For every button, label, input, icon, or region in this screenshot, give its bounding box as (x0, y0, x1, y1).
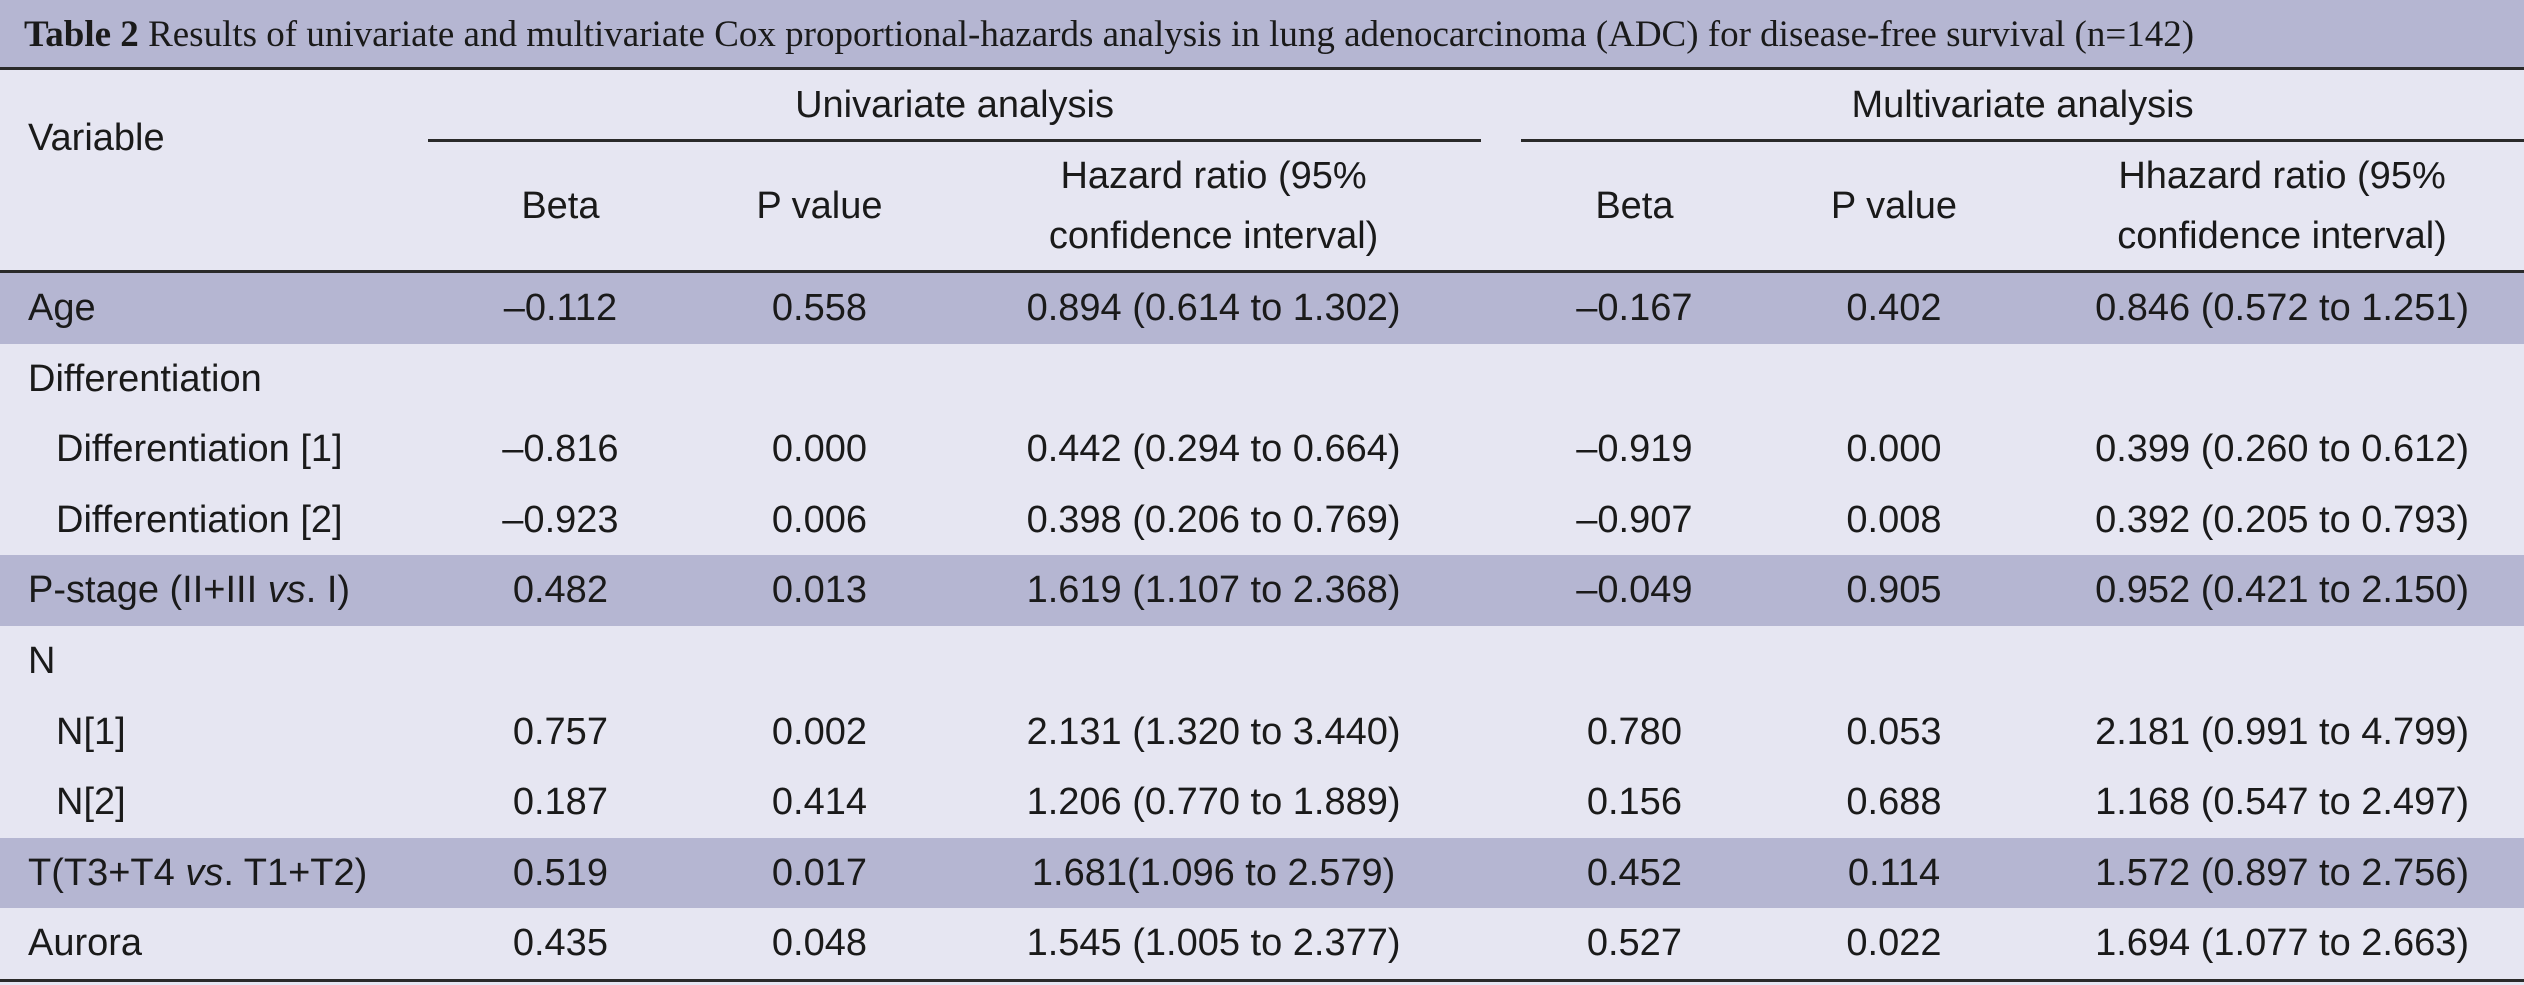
cell-uni-hr: 1.619 (1.107 to 2.368) (946, 555, 1481, 626)
cell-uni-hr: 1.681(1.096 to 2.579) (946, 837, 1481, 909)
header-variable: Variable (0, 70, 429, 273)
row-label: T(T3+T4 vs. T1+T2) (0, 837, 429, 909)
cell-uni-p: 0.006 (771, 498, 867, 541)
table-row: N (0, 626, 2524, 697)
table-row: Differentiation [2] –0.923 0.006 0.398 (… (0, 485, 2524, 556)
caption-label: Table 2 (24, 14, 139, 55)
header-multi-beta: Beta (1521, 142, 1748, 273)
row-label: P-stage (II+III vs. I) (0, 555, 429, 626)
cell-uni-p: 0.048 (692, 908, 947, 982)
header-multivariate: Multivariate analysis (1521, 70, 2524, 142)
table-row: P-stage (II+III vs. I) 0.482 0.013 1.619… (0, 555, 2524, 626)
cell-uni-p: 0.013 (692, 555, 947, 626)
header-multi-hr: Hhazard ratio (95% confidence interval) (2040, 142, 2524, 273)
cell-multi-beta: 0.527 (1521, 908, 1748, 982)
cell-multi-hr: 2.181 (0.991 to 4.799) (2095, 710, 2470, 753)
header-row-groups: Variable Univariate analysis Multivariat… (0, 70, 2524, 273)
cell-multi-hr: 0.846 (0.572 to 1.251) (2040, 271, 2524, 344)
cell-uni-beta: 0.482 (428, 555, 693, 626)
cell-multi-p: 0.114 (1747, 837, 2041, 909)
header-uni-p: P value (692, 142, 947, 273)
row-label: Age (0, 271, 429, 344)
cell-multi-p: 0.000 (1846, 428, 1942, 471)
header-uni-beta: Beta (428, 142, 693, 273)
cell-multi-hr: 0.399 (0.260 to 0.612) (2095, 428, 2470, 471)
cell-multi-beta: 0.780 (1586, 710, 1682, 753)
cell-uni-beta: 0.519 (428, 837, 693, 909)
cell-multi-p: 0.053 (1846, 710, 1942, 753)
table-row: Age –0.112 0.558 0.894 (0.614 to 1.302) … (0, 271, 2524, 344)
cell-multi-p: 0.008 (1846, 498, 1942, 541)
results-table: Variable Univariate analysis Multivariat… (0, 70, 2524, 982)
cell-uni-p: 0.002 (771, 710, 867, 753)
table-row: Differentiation (0, 344, 2524, 415)
row-label: N[1] (56, 710, 126, 753)
cell-multi-hr: 1.168 (0.547 to 2.497) (2095, 781, 2470, 824)
cell-uni-hr: 0.894 (0.614 to 1.302) (946, 271, 1481, 344)
cell-multi-p: 0.022 (1747, 908, 2041, 982)
cell-uni-beta: 0.187 (512, 781, 608, 824)
caption-text: Results of univariate and multivariate C… (138, 14, 2195, 55)
table-row: Differentiation [1] –0.816 0.000 0.442 (… (0, 414, 2524, 485)
cell-uni-p: 0.000 (771, 428, 867, 471)
cell-uni-hr: 0.442 (0.294 to 0.664) (1026, 428, 1401, 471)
cell-uni-hr: 0.398 (0.206 to 0.769) (1026, 498, 1401, 541)
table-row: N[2] 0.187 0.414 1.206 (0.770 to 1.889) … (0, 767, 2524, 838)
cell-multi-hr: 1.572 (0.897 to 2.756) (2040, 837, 2524, 909)
cell-uni-beta: –0.923 (502, 498, 619, 541)
cell-multi-p: 0.688 (1846, 781, 1942, 824)
table-row: N[1] 0.757 0.002 2.131 (1.320 to 3.440) … (0, 697, 2524, 768)
row-label: Differentiation (28, 357, 262, 400)
header-row-subcols: Beta P value Hazard ratio (95% confidence… (0, 142, 2524, 273)
cell-multi-hr: 0.952 (0.421 to 2.150) (2040, 555, 2524, 626)
row-label: N (28, 639, 56, 682)
cell-multi-p: 0.905 (1747, 555, 2041, 626)
header-uni-hr: Hazard ratio (95% confidence interval) (946, 142, 1481, 273)
cell-uni-beta: –0.816 (502, 428, 619, 471)
row-label: N[2] (56, 781, 126, 824)
cell-multi-hr: 0.392 (0.205 to 0.793) (2095, 498, 2470, 541)
row-label: Aurora (0, 908, 429, 982)
cell-multi-beta: –0.919 (1576, 428, 1693, 471)
header-multi-p: P value (1747, 142, 2041, 273)
cell-multi-beta: 0.156 (1586, 781, 1682, 824)
cell-uni-p: 0.017 (692, 837, 947, 909)
table-row: Aurora 0.435 0.048 1.545 (1.005 to 2.377… (0, 908, 2524, 982)
cell-multi-beta: –0.907 (1576, 498, 1693, 541)
cell-uni-hr: 1.545 (1.005 to 2.377) (946, 908, 1481, 982)
row-label: Differentiation [2] (56, 498, 343, 541)
cell-multi-beta: 0.452 (1521, 837, 1748, 909)
cell-uni-beta: –0.112 (428, 271, 693, 344)
cell-uni-beta: 0.757 (512, 710, 608, 753)
row-label: Differentiation [1] (56, 428, 343, 471)
table-row: T(T3+T4 vs. T1+T2) 0.519 0.017 1.681(1.0… (0, 837, 2524, 909)
header-univariate: Univariate analysis (428, 70, 1481, 142)
table-caption: Table 2 Results of univariate and multiv… (0, 0, 2524, 70)
cell-uni-beta: 0.435 (428, 908, 693, 982)
cell-multi-p: 0.402 (1747, 271, 2041, 344)
cell-multi-beta: –0.167 (1521, 271, 1748, 344)
cell-multi-hr: 1.694 (1.077 to 2.663) (2040, 908, 2524, 982)
cell-uni-hr: 1.206 (0.770 to 1.889) (1026, 781, 1401, 824)
cell-uni-hr: 2.131 (1.320 to 3.440) (1026, 710, 1401, 753)
cell-uni-p: 0.558 (692, 271, 947, 344)
cell-multi-beta: –0.049 (1521, 555, 1748, 626)
cell-uni-p: 0.414 (771, 781, 867, 824)
